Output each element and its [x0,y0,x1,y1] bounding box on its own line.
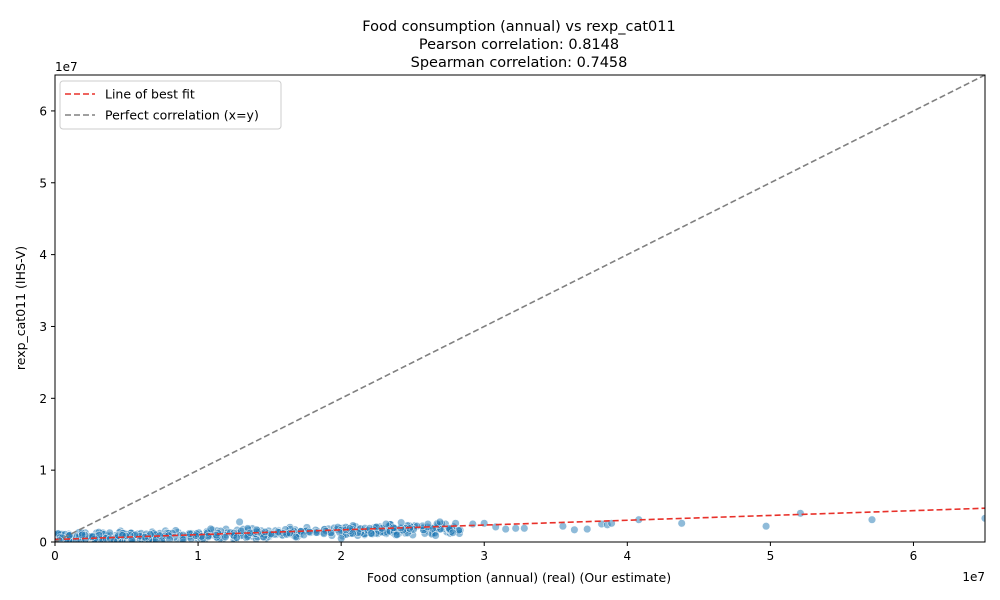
data-point [431,531,440,540]
data-point [165,535,174,542]
data-point [206,524,215,533]
data-point [423,520,432,529]
data-point [348,529,357,538]
data-point [140,533,149,542]
data-point [451,519,460,528]
data-point [221,532,230,542]
y-tick-label: 0 [39,536,47,550]
data-point [796,509,805,518]
chart-title-line-3: Spearman correlation: 0.7458 [411,55,628,71]
data-point [677,519,686,528]
legend-label-perfect-correlation: Perfect correlation (x=y) [105,108,259,123]
data-point [291,532,300,541]
data-point [305,527,314,536]
y-axis-offset-label: 1e7 [55,60,78,74]
y-tick-label: 2 [39,392,47,406]
data-point [448,528,457,537]
x-tick-label: 6 [910,549,918,563]
data-point [468,519,477,529]
axes-frame [54,74,986,543]
data-point [867,515,877,524]
data-point [157,536,166,542]
data-point [252,525,261,534]
data-point [558,522,567,531]
legend-box [59,80,282,130]
data-point [583,525,592,534]
x-tick-label: 3 [480,549,488,563]
data-point [511,524,520,533]
data-point [435,517,444,526]
chart-title-line-2: Pearson correlation: 0.8148 [419,37,619,53]
identity-line [55,75,985,542]
x-axis-offset-label: 1e7 [962,570,985,584]
data-point [397,518,406,527]
data-point [520,524,529,533]
y-axis-label: rexp_cat011 (IHS-V) [13,246,28,370]
data-point [570,525,579,534]
data-point [501,525,510,534]
data-point [78,530,87,539]
data-point [235,517,244,526]
legend-label-best-fit: Line of best fit [105,87,195,102]
data-point [106,534,115,542]
x-tick-label: 5 [767,549,775,563]
data-point [392,530,402,539]
data-point [337,534,346,542]
data-point [367,529,376,538]
chart-title: Food consumption (annual) vs rexp_cat011… [362,19,675,71]
x-tick-label: 4 [623,549,631,563]
legend: Line of best fit Perfect correlation (x=… [59,80,282,130]
y-tick-label: 1 [39,464,47,478]
x-axis-label: Food consumption (annual) (real) (Our es… [367,570,671,585]
data-point [88,532,97,541]
y-tick-label: 4 [39,248,47,262]
data-point [762,522,771,531]
chart-title-line-1: Food consumption (annual) vs rexp_cat011 [362,19,675,35]
x-tick-label: 2 [337,549,345,563]
y-tick-label: 6 [39,104,47,118]
x-tick-label: 1 [194,549,202,563]
y-tick-label: 5 [39,176,47,190]
y-tick-label: 3 [39,320,47,334]
reference-lines [55,75,985,542]
data-point [232,533,241,542]
x-axis-ticks: 0 1 2 3 4 5 6 [51,542,917,563]
data-point [405,524,414,533]
best-fit-line [55,507,985,541]
plot-area [54,74,986,543]
y-axis-ticks: 0 1 2 3 4 5 6 [39,104,55,550]
data-point [326,528,336,538]
data-point [212,531,221,540]
data-point [372,522,381,532]
data-point [381,519,391,529]
x-tick-label: 0 [51,549,59,563]
data-point [980,514,985,523]
data-point [480,519,489,528]
